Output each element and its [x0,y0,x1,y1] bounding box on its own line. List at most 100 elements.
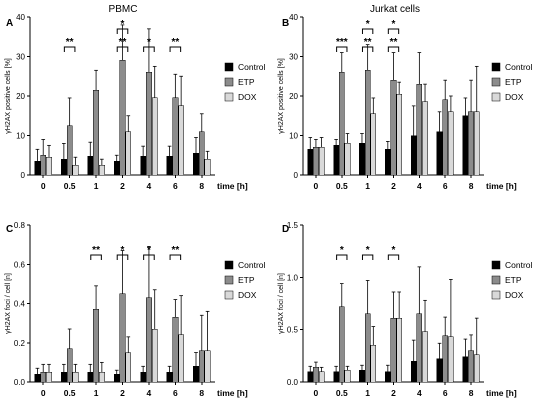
bar-dox [344,370,351,383]
x-tick-label: 8 [469,388,474,398]
significance-bracket [169,254,182,260]
bar-etp [442,99,449,176]
legend-label: DOX [238,92,257,102]
bar-etp [172,316,179,383]
bar-dox [72,371,79,383]
bar-etp [416,83,423,176]
bar-control [60,371,67,383]
bar-dox [422,101,428,176]
significance-label: * [147,37,151,48]
bar-etp [146,72,152,176]
legend-swatch [224,275,234,285]
legend-swatch [491,290,501,300]
panel-title: PBMC [109,4,138,15]
y-tick-label: 0.8 [14,221,26,230]
y-tick-label: 1.5 [287,221,299,230]
bar-dox [473,354,480,383]
legend-label: DOX [505,290,524,300]
x-tick-label: 1 [94,388,99,398]
significance-bracket [387,254,400,260]
bar-dox [448,111,454,176]
y-tick-label: 0.0 [287,378,299,387]
bar-etp [313,367,319,383]
significance-bracket [361,28,374,34]
legend-label: Control [238,62,266,72]
bar-dox [72,164,79,176]
significance-bracket [387,28,400,34]
bar-etp [468,350,474,383]
bar-dox [344,143,351,176]
x-tick-label: 4 [147,388,152,398]
bar-etp [198,350,205,383]
significance-bracket [336,46,348,52]
bar-dox [396,317,403,383]
bar-dox [318,147,325,176]
significance-label: * [121,19,125,30]
bar-etp [364,70,371,176]
significance-bracket [361,254,374,260]
bar-dox [178,334,185,383]
x-tick-label: 0.5 [64,181,76,191]
x-tick-label: 0 [41,181,46,191]
significance-label: * [340,245,344,256]
legend-swatch [224,77,234,87]
significance-bracket [116,254,129,260]
significance-label: *** [336,37,348,48]
bar-etp [93,89,99,176]
bar-dox [473,111,480,176]
bar-dox [370,345,377,383]
significance-bracket [387,46,400,52]
x-tick-label: 1 [94,181,99,191]
significance-label: * [147,245,151,256]
significance-label: ** [364,37,372,48]
x-tick-label: 6 [443,181,448,191]
bar-dox [204,350,211,383]
x-axis-label: time [h] [486,181,517,191]
significance-bracket [116,28,129,34]
legend-swatch [491,92,501,102]
y-tick-label: 0.2 [14,339,26,348]
y-tick-label: 0 [294,171,299,180]
significance-label: ** [171,245,179,256]
bar-control [333,145,339,176]
bar-control [307,149,314,176]
y-tick-label: 40 [16,13,25,22]
bar-etp [66,125,73,176]
x-tick-label: 8 [199,388,204,398]
bar-etp [93,309,99,383]
x-tick-label: 1 [365,388,370,398]
bar-control [166,155,173,176]
bar-control [436,358,443,383]
bar-etp [198,131,205,176]
x-tick-label: 8 [199,181,204,191]
y-axis-label: γH2AX foci / cell [n] [5,273,12,334]
significance-label: * [121,245,125,256]
bar-control [384,371,391,383]
y-tick-label: 40 [289,13,298,22]
y-tick-label: 20 [289,92,298,101]
bar-etp [313,147,319,176]
bar-control [140,371,147,383]
significance-bracket [63,46,76,52]
bar-control [140,155,147,176]
x-axis-label: time [h] [486,388,517,398]
bar-etp [338,72,345,176]
bar-dox [46,156,52,176]
bar-control [410,135,417,176]
panel-label: D [282,224,289,235]
bar-etp [390,317,397,383]
y-axis-label: γH2AX positive cells [%] [5,58,12,134]
bar-etp [468,111,474,176]
y-tick-label: 10 [16,132,25,141]
bar-control [113,160,120,176]
bar-etp [338,306,345,383]
y-axis-label: γH2AX positive cells [%] [278,58,285,134]
legend-label: Control [505,260,533,270]
bar-control [60,158,67,176]
legend-label: ETP [238,77,255,87]
bar-etp [40,155,47,176]
panel-a: A PBMC γH2AX positive cells [%] 0 10 20 30 40 0 0… [5,4,266,191]
x-axis-label: time [h] [217,181,248,191]
significance-label: * [392,245,396,256]
